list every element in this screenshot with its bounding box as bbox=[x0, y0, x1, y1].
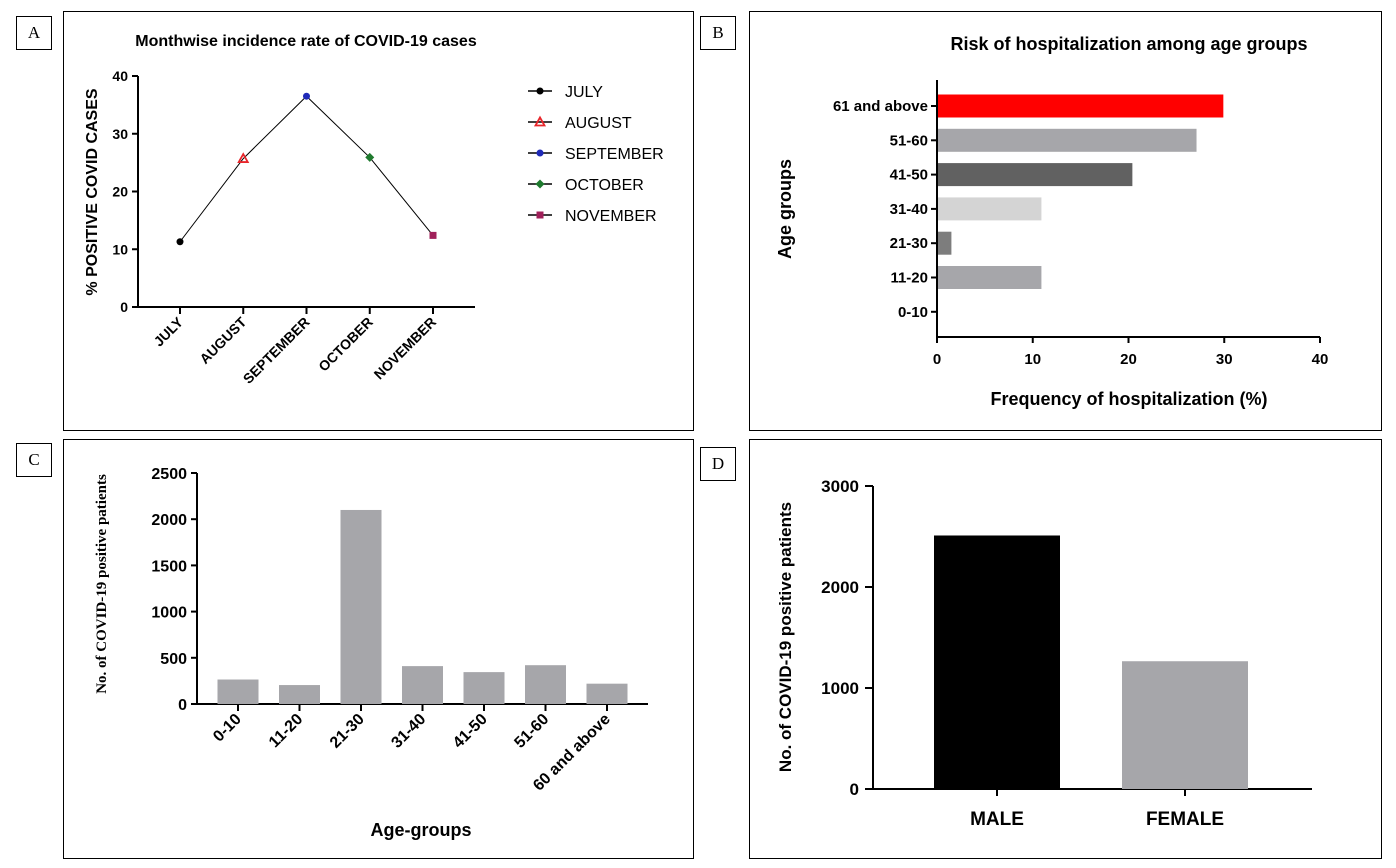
chart-b-title: Risk of hospitalization among age groups bbox=[950, 34, 1307, 54]
panel-b-letter: B bbox=[700, 16, 736, 50]
chart-b-x-tick-label: 30 bbox=[1216, 351, 1233, 368]
chart-a-x-tick-label: SEPTEMBER bbox=[240, 314, 313, 387]
chart-b-x-tick-label: 0 bbox=[933, 351, 941, 368]
chart-c-x-tick-label: 0-10 bbox=[210, 711, 245, 746]
chart-b-y-tick-label: 0-10 bbox=[898, 304, 928, 321]
chart-c-bar bbox=[402, 666, 443, 704]
chart-a-series-line bbox=[179, 95, 434, 243]
chart-a-legend-label: NOVEMBER bbox=[565, 208, 657, 225]
chart-c-y-label: No. of COVID-19 positive patients bbox=[94, 474, 110, 694]
chart-a-legend-label: OCTOBER bbox=[565, 177, 644, 194]
panel-a bbox=[63, 11, 694, 431]
panel-d-letter: D bbox=[700, 447, 736, 481]
chart-a-x-tick-label: JULY bbox=[150, 313, 186, 349]
panel-a-letter: A bbox=[16, 16, 52, 50]
chart-c-bar bbox=[525, 665, 566, 704]
chart-a-point bbox=[303, 92, 310, 100]
chart-b-y-tick-label: 41-50 bbox=[890, 167, 928, 184]
chart-a-y-tick-label: 30 bbox=[112, 126, 128, 142]
chart-a-x-tick-label: NOVEMBER bbox=[371, 314, 440, 383]
chart-c-y-tick-label: 1500 bbox=[151, 558, 187, 575]
chart-b-bar bbox=[938, 128, 1197, 152]
chart-a-y-tick-label: 40 bbox=[112, 68, 128, 84]
chart-a-point bbox=[176, 238, 184, 246]
chart-c-y-tick-label: 0 bbox=[178, 697, 187, 714]
chart-a-legend-marker bbox=[536, 149, 544, 157]
chart-a-y-tick-label: 0 bbox=[120, 299, 128, 315]
chart-c-bar bbox=[279, 685, 320, 704]
chart-a-y-label: % POSITIVE COVID CASES bbox=[84, 88, 101, 295]
chart-a-y-tick-label: 10 bbox=[112, 241, 128, 257]
chart-b-bar bbox=[938, 163, 1133, 187]
chart-c-y-tick-label: 2500 bbox=[151, 466, 187, 483]
chart-c-bar bbox=[586, 683, 628, 704]
chart-b-y-label: Age groups bbox=[775, 159, 795, 259]
chart-b-y-tick-label: 51-60 bbox=[890, 132, 928, 149]
chart-b-y-tick-label: 31-40 bbox=[890, 201, 928, 218]
chart-b-x-tick-label: 40 bbox=[1312, 351, 1329, 368]
chart-b-x-tick-label: 20 bbox=[1120, 351, 1137, 368]
chart-b-x-tick-label: 10 bbox=[1024, 351, 1041, 368]
chart-a-legend-marker bbox=[535, 179, 545, 189]
chart-a-legend-marker bbox=[536, 87, 544, 95]
chart-c-x-label: Age-groups bbox=[371, 820, 472, 840]
chart-b-bar bbox=[938, 231, 952, 255]
chart-a-x-tick-label: OCTOBER bbox=[315, 314, 376, 375]
chart-b-x-label: Frequency of hospitalization (%) bbox=[990, 389, 1267, 409]
chart-d-bar bbox=[1122, 661, 1248, 789]
chart-b-y-tick-label: 21-30 bbox=[890, 235, 928, 252]
chart-a-legend-label: SEPTEMBER bbox=[565, 146, 664, 163]
chart-b-bar bbox=[938, 266, 1042, 289]
chart-c-bar bbox=[340, 509, 382, 704]
chart-b-y-tick-label: 61 and above bbox=[833, 98, 928, 115]
chart-a-legend-label: JULY bbox=[565, 84, 603, 101]
chart-a-point bbox=[237, 152, 250, 163]
chart-c-y-tick-label: 500 bbox=[160, 651, 187, 668]
panel-b bbox=[749, 11, 1382, 431]
chart-c-y-tick-label: 2000 bbox=[151, 512, 187, 529]
chart-c-x-tick-label: 41-50 bbox=[450, 711, 491, 752]
chart-a-point bbox=[365, 152, 375, 162]
chart-c-x-tick-label: 21-30 bbox=[327, 711, 368, 752]
chart-d-x-tick-label: MALE bbox=[970, 809, 1024, 830]
chart-c-x-tick-label: 51-60 bbox=[511, 711, 552, 752]
panel-c-letter: C bbox=[16, 443, 52, 477]
chart-c-x-tick-label: 31-40 bbox=[388, 711, 429, 752]
chart-a-legend-label: AUGUST bbox=[565, 115, 632, 132]
chart-c-y-tick-label: 1000 bbox=[151, 605, 187, 622]
chart-a-legend-marker bbox=[536, 211, 544, 219]
chart-a-x-tick-label: AUGUST bbox=[196, 314, 249, 367]
chart-c-bar bbox=[217, 679, 259, 704]
chart-a-y-tick-label: 20 bbox=[112, 184, 128, 200]
chart-d-y-tick-label: 2000 bbox=[821, 578, 859, 597]
chart-b-bar bbox=[938, 94, 1224, 118]
chart-c-bar bbox=[463, 672, 505, 704]
chart-c-x-tick-label: 11-20 bbox=[266, 711, 306, 751]
chart-a-title: Monthwise incidence rate of COVID-19 cas… bbox=[135, 33, 477, 50]
chart-b-y-tick-label: 11-20 bbox=[890, 270, 928, 287]
chart-d-y-label: No. of COVID-19 positive patients bbox=[776, 502, 795, 772]
chart-b-bar bbox=[938, 197, 1042, 221]
chart-d-y-tick-label: 1000 bbox=[821, 679, 859, 698]
chart-d-x-tick-label: FEMALE bbox=[1146, 809, 1224, 830]
chart-a-legend-marker bbox=[533, 115, 547, 127]
chart-a-point bbox=[429, 231, 437, 239]
chart-d-y-tick-label: 3000 bbox=[821, 477, 859, 496]
chart-d-bar bbox=[934, 535, 1060, 789]
chart-d-y-tick-label: 0 bbox=[850, 780, 859, 799]
